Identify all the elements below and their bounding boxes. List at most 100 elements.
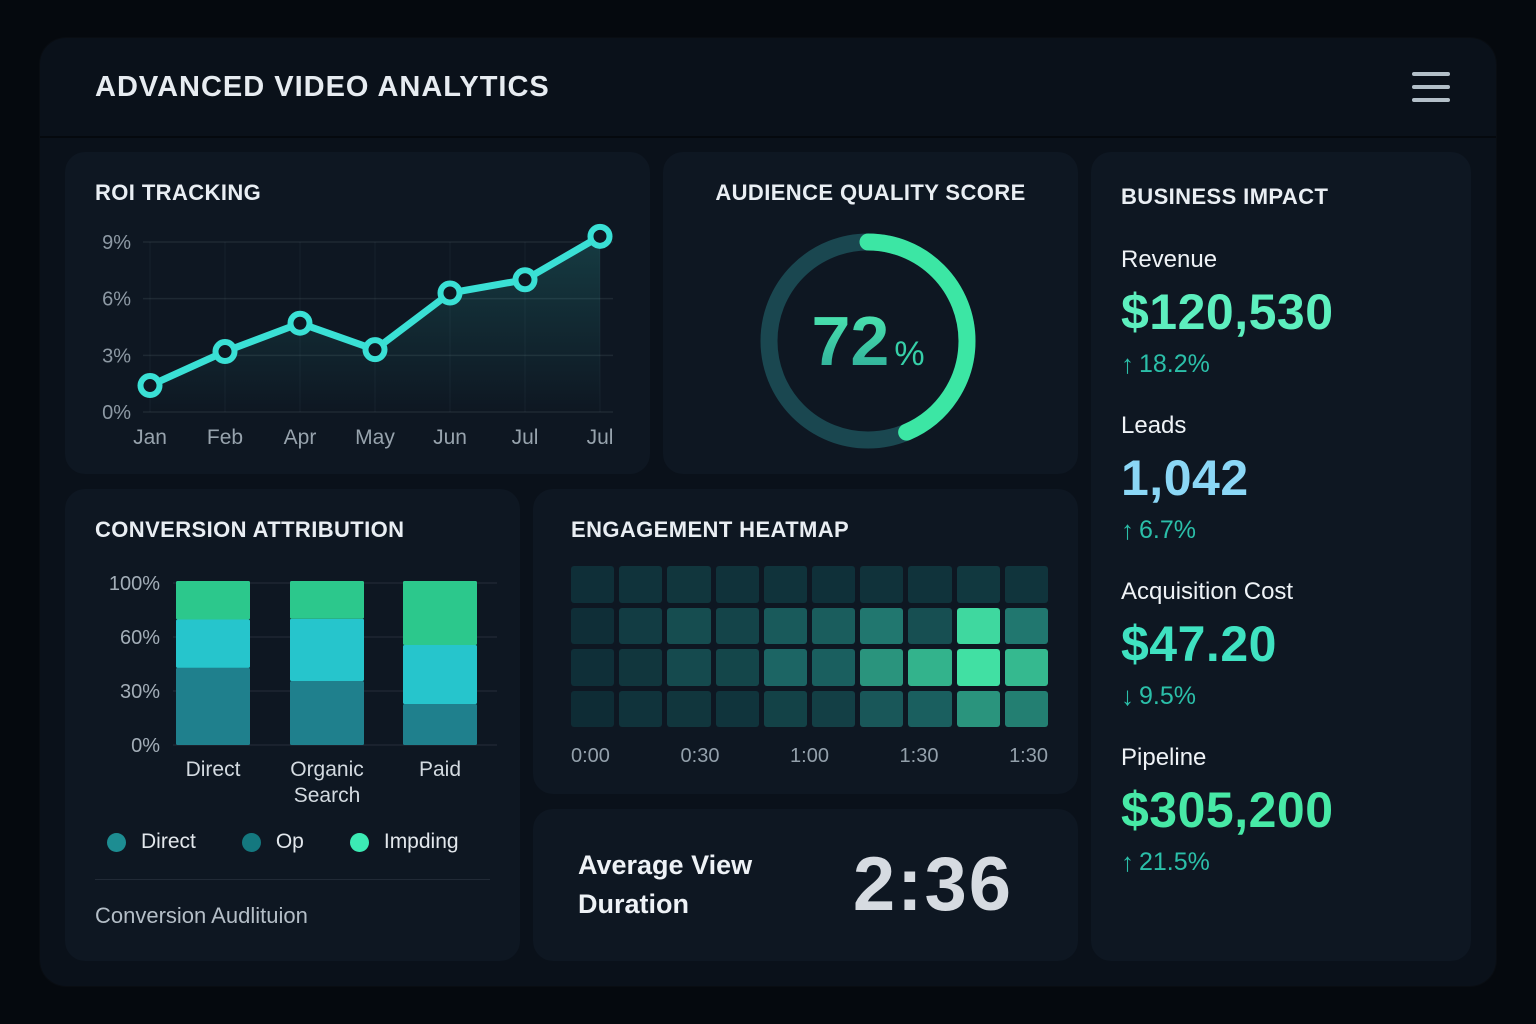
bottom-row: CONVERSION ATTRIBUTION 0% 30% 60% 100% Direc… bbox=[65, 489, 1078, 961]
heatmap-cell bbox=[908, 690, 952, 727]
roi-line-chart: 0% 3% 6% 9% Jan Feb Apr May Jun Jul Jul bbox=[102, 223, 614, 449]
heatmap-cell bbox=[619, 607, 663, 644]
legend-item-op[interactable]: Op bbox=[241, 830, 304, 854]
svg-text:May: May bbox=[355, 426, 395, 449]
legend-dot-icon bbox=[107, 832, 126, 852]
svg-text:Jun: Jun bbox=[433, 426, 467, 449]
heatmap-cell bbox=[667, 690, 711, 727]
heatmap-cell bbox=[619, 649, 663, 686]
heatmap-time-label: 0:00 bbox=[571, 745, 610, 767]
heatmap-cell bbox=[812, 607, 856, 644]
audience-quality-title: AUDIENCE QUALITY SCORE bbox=[715, 180, 1026, 205]
svg-text:Paid: Paid bbox=[419, 758, 461, 781]
heatmap-cell bbox=[812, 566, 856, 603]
svg-text:0%: 0% bbox=[102, 402, 131, 424]
metric-value: $120,530 bbox=[1121, 284, 1334, 340]
heatmap-time-label: 1:30 bbox=[899, 745, 939, 767]
average-view-duration-value: 2:36 bbox=[852, 842, 1013, 927]
heatmap-cell bbox=[715, 607, 759, 644]
hamburger-icon bbox=[1412, 85, 1450, 89]
svg-text:9%: 9% bbox=[102, 232, 131, 254]
heatmap-cell bbox=[812, 690, 856, 727]
business-impact-card: BUSINESS IMPACT Revenue $120,530 ↑ 18.2% Lea… bbox=[1091, 152, 1471, 961]
heatmap-cell bbox=[956, 690, 1000, 727]
legend-label: Direct bbox=[141, 830, 196, 853]
heatmap-cell bbox=[571, 649, 615, 686]
audience-quality-card: AUDIENCE QUALITY SCORE 72% bbox=[663, 152, 1078, 474]
metric-delta-text: 6.7% bbox=[1139, 515, 1196, 544]
metric-delta: ↑ 21.5% bbox=[1121, 849, 1441, 875]
svg-text:60%: 60% bbox=[120, 627, 160, 649]
engagement-heatmap-card: ENGAGEMENT HEATMAP 0:00 0:30 1:00 1:30 1:30 bbox=[533, 489, 1078, 794]
trend-up-icon: ↑ bbox=[1121, 349, 1134, 379]
heatmap-cell bbox=[956, 607, 1000, 644]
conversion-footer-note: Conversion Audlituion bbox=[95, 903, 308, 928]
svg-text:100%: 100% bbox=[109, 573, 160, 595]
heatmap-cell bbox=[571, 690, 615, 727]
heatmap-cell bbox=[763, 607, 807, 644]
legend-item-direct[interactable]: Direct bbox=[107, 830, 196, 854]
metric-delta: ↑ 18.2% bbox=[1121, 351, 1441, 377]
heatmap-cell bbox=[571, 607, 615, 644]
content-area: ROI TRACKING 0% 3% 6% 9% Jan Feb Apr May Jun Jul J… bbox=[65, 152, 1471, 961]
heatmap-cell bbox=[667, 649, 711, 686]
hamburger-icon bbox=[1412, 98, 1450, 102]
heatmap-cell bbox=[908, 566, 952, 603]
average-view-duration-card: Average View Duration 2:36 bbox=[533, 809, 1078, 961]
heatmap-cell bbox=[715, 566, 759, 603]
heatmap-cell bbox=[956, 649, 1000, 686]
average-view-duration-label: Average View Duration bbox=[578, 849, 753, 919]
heatmap-cell bbox=[1004, 607, 1048, 644]
metric-label: Revenue bbox=[1121, 246, 1218, 273]
metric-delta: ↑ 6.7% bbox=[1121, 517, 1441, 543]
page-title: ADVANCED VIDEO ANALYTICS bbox=[95, 70, 550, 103]
legend-label: Op bbox=[275, 830, 304, 853]
heatmap-cell bbox=[715, 649, 759, 686]
business-impact-title: BUSINESS IMPACT bbox=[1121, 184, 1329, 209]
heatmap-time-label: 1:00 bbox=[790, 745, 829, 767]
trend-up-icon: ↑ bbox=[1121, 847, 1134, 877]
legend-dot-icon bbox=[349, 832, 369, 852]
metric-label: Acquisition Cost bbox=[1121, 578, 1294, 605]
heatmap-cell bbox=[860, 690, 904, 727]
metric-pipeline: Pipeline $305,200 ↑ 21.5% bbox=[1121, 744, 1441, 876]
heatmap-cell bbox=[619, 690, 663, 727]
metric-revenue: Revenue $120,530 ↑ 18.2% bbox=[1121, 246, 1441, 378]
conversion-stacked-bar-chart: 0% 30% 60% 100% Direct Organic Search Paid bbox=[109, 573, 497, 807]
heatmap-cell bbox=[860, 566, 904, 603]
heatmap-cell bbox=[860, 607, 904, 644]
header: ADVANCED VIDEO ANALYTICS bbox=[40, 38, 1496, 138]
svg-text:Jan: Jan bbox=[133, 426, 167, 449]
metric-label: Pipeline bbox=[1121, 744, 1207, 771]
metric-value: $47.20 bbox=[1121, 616, 1277, 672]
metric-label: Leads bbox=[1121, 412, 1187, 439]
menu-button[interactable] bbox=[1406, 66, 1456, 108]
divider bbox=[95, 879, 490, 880]
svg-text:Jul: Jul bbox=[587, 426, 614, 449]
metric-delta-text: 9.5% bbox=[1139, 681, 1196, 710]
svg-text:Jul: Jul bbox=[512, 426, 539, 449]
metric-value: $305,200 bbox=[1121, 782, 1334, 838]
svg-text:Feb: Feb bbox=[207, 426, 243, 449]
trend-up-icon: ↑ bbox=[1121, 515, 1134, 545]
heatmap-cell bbox=[908, 607, 952, 644]
business-metrics-list: Revenue $120,530 ↑ 18.2% Leads 1,042 ↑ 6.7% Acqu… bbox=[1121, 246, 1441, 876]
svg-text:6%: 6% bbox=[102, 289, 131, 311]
metric-value: 1,042 bbox=[1121, 450, 1249, 506]
left-column: ROI TRACKING 0% 3% 6% 9% Jan Feb Apr May Jun Jul J… bbox=[65, 152, 1078, 961]
svg-text:Direct: Direct bbox=[186, 758, 241, 781]
legend-dot-icon bbox=[241, 832, 261, 852]
svg-text:3%: 3% bbox=[102, 345, 131, 367]
engagement-heatmap-title: ENGAGEMENT HEATMAP bbox=[571, 517, 850, 542]
svg-text:Apr: Apr bbox=[284, 426, 317, 449]
heatmap-cell bbox=[1004, 566, 1048, 603]
legend-item-impding[interactable]: Impding bbox=[349, 830, 459, 854]
metric-delta: ↓ 9.5% bbox=[1121, 683, 1441, 709]
heatmap-time-label: 1:30 bbox=[1009, 745, 1048, 767]
heatmap-cell bbox=[763, 566, 807, 603]
roi-tracking-title: ROI TRACKING bbox=[95, 180, 262, 205]
heatmap-cell bbox=[715, 690, 759, 727]
roi-tracking-card: ROI TRACKING 0% 3% 6% 9% Jan Feb Apr May Jun Jul J… bbox=[65, 152, 650, 474]
heatmap-cell bbox=[812, 649, 856, 686]
